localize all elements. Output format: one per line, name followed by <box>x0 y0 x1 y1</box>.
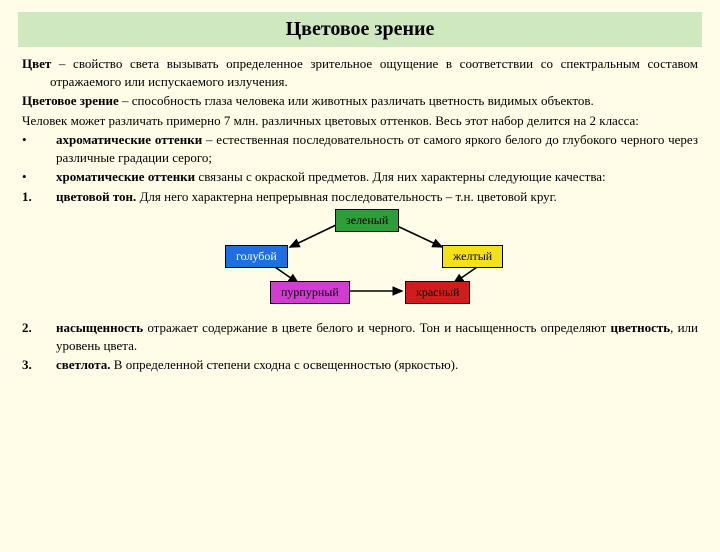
classes-intro: Человек может различать примерно 7 млн. … <box>22 112 698 130</box>
node-blue: голубой <box>225 245 288 267</box>
item-3: 3. светлота. В определенной степени сход… <box>22 356 698 374</box>
num-marker-3: 3. <box>22 356 56 374</box>
bullet-chromatic: • хроматические оттенки связаны с окраск… <box>22 168 698 186</box>
num-marker-2: 2. <box>22 319 56 354</box>
bullet-achromatic: • ахроматические оттенки – естественная … <box>22 131 698 166</box>
content-block: Цвет – свойство света вызывать определен… <box>0 55 720 374</box>
def-color-text: – свойство света вызывать определенное з… <box>50 56 698 89</box>
num-marker-1: 1. <box>22 188 56 206</box>
term-color: Цвет <box>22 56 51 71</box>
term-chroma: цветность <box>610 320 670 335</box>
node-yellow: желтый <box>442 245 503 267</box>
def-lightness: В определенной степени сходна с освещенн… <box>111 357 459 372</box>
def-vision: Цветовое зрение – способность глаза чело… <box>22 92 698 110</box>
def-chrom: связаны с окраской предметов. Для них ха… <box>195 169 606 184</box>
def-color: Цвет – свойство света вызывать определен… <box>22 55 698 90</box>
node-magenta: пурпурный <box>270 281 350 303</box>
term-chrom: хроматические оттенки <box>56 169 195 184</box>
item-1: 1. цветовой тон. Для него характерна неп… <box>22 188 698 206</box>
term-lightness: светлота. <box>56 357 111 372</box>
node-red: красный <box>405 281 470 303</box>
term-tone: цветовой тон. <box>56 189 136 204</box>
def-sat-a: отражает содержание в цвете белого и чер… <box>143 320 610 335</box>
bullet-marker: • <box>22 131 56 166</box>
term-vision: Цветовое зрение <box>22 93 119 108</box>
def-tone: Для него характерна непрерывная последов… <box>136 189 556 204</box>
node-green: зеленый <box>335 209 399 231</box>
def-vision-text: – способность глаза человека или животны… <box>119 93 594 108</box>
bullet-marker: • <box>22 168 56 186</box>
term-saturation: насыщенность <box>56 320 143 335</box>
page-title: Цветовое зрение <box>18 12 702 47</box>
color-ring-diagram: зеленый голубой желтый пурпурный красный <box>180 209 540 305</box>
term-achrom: ахроматические оттенки <box>56 132 202 147</box>
item-2: 2. насыщенность отражает содержание в цв… <box>22 319 698 354</box>
